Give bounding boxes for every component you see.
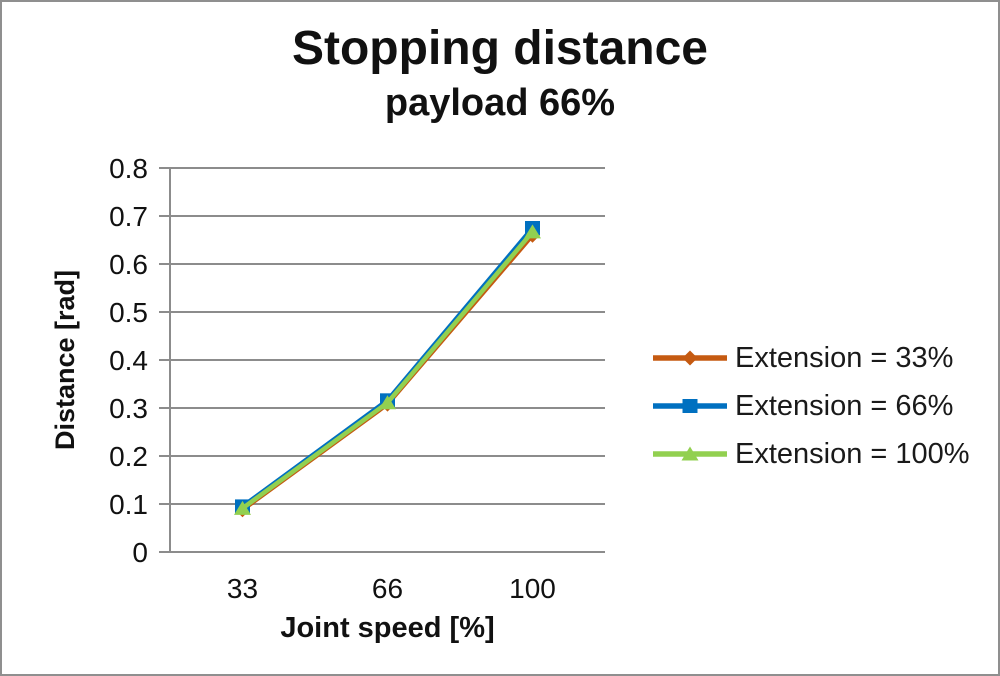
chart-subtitle: payload 66% (384, 82, 616, 124)
series-marker-extension-100- (524, 224, 541, 239)
y-tick-label: 0.8 (109, 153, 148, 184)
legend-marker-square-icon (653, 399, 727, 413)
legend-item-extension-66-: Extension = 66% (652, 389, 970, 423)
x-tick-label: 66 (372, 573, 403, 604)
legend-label: Extension = 100% (735, 438, 970, 470)
legend-marker-diamond-icon (653, 350, 727, 366)
x-tick-label: 100 (509, 573, 556, 604)
series-marker-extension-100- (379, 395, 396, 410)
y-tick-label: 0.2 (109, 441, 148, 472)
y-tick-label: 0.6 (109, 249, 148, 280)
series-line-extension-100- (241, 230, 535, 511)
y-tick-label: 0.1 (109, 489, 148, 520)
series-line-extension-66- (241, 226, 535, 509)
legend-label: Extension = 33% (735, 342, 954, 374)
x-axis-title: Joint speed [%] (280, 612, 495, 644)
series-marker-extension-100- (234, 500, 251, 515)
x-tick-label: 33 (227, 573, 258, 604)
y-tick-label: 0.5 (109, 297, 148, 328)
legend: Extension = 33% Extension = 66% Extension … (652, 341, 970, 471)
legend-marker-shape (681, 446, 699, 461)
y-tick-label: 0.7 (109, 201, 148, 232)
legend-marker-shape (682, 350, 698, 366)
legend-item-extension-33-: Extension = 33% (652, 341, 970, 375)
y-tick-label: 0.4 (109, 345, 148, 376)
legend-marker-shape (682, 399, 698, 413)
y-tick-label: 0 (132, 537, 148, 568)
legend-item-extension-100-: Extension = 100% (652, 437, 970, 471)
legend-marker-triangle-icon (653, 446, 727, 461)
chart-title: Stopping distance (291, 22, 708, 75)
legend-label: Extension = 66% (735, 390, 954, 422)
y-tick-label: 0.3 (109, 393, 148, 424)
